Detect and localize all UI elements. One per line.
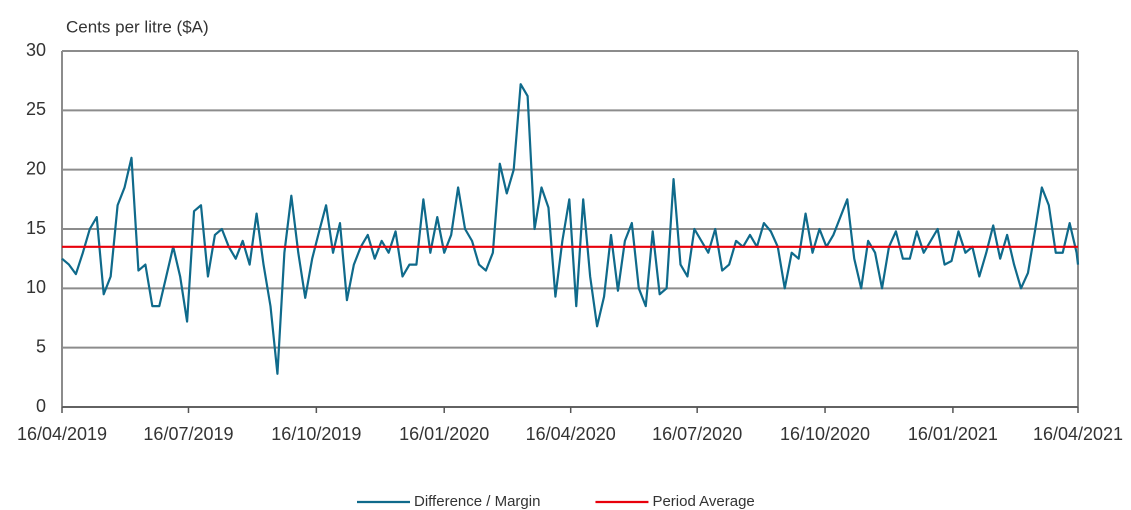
y-tick-label: 15 — [26, 218, 46, 238]
legend-label: Period Average — [652, 493, 754, 510]
x-tick-label: 16/04/2021 — [1033, 424, 1123, 444]
x-tick-label: 16/04/2019 — [17, 424, 107, 444]
legend-label: Difference / Margin — [414, 493, 540, 510]
x-tick-label: 16/07/2019 — [143, 424, 233, 444]
y-axis-label: Cents per litre ($A) — [66, 17, 209, 36]
x-tick-label: 16/01/2021 — [908, 424, 998, 444]
y-tick-label: 10 — [26, 277, 46, 297]
x-tick-label: 16/10/2019 — [271, 424, 361, 444]
data-line — [61, 83, 1080, 375]
y-tick-label: 20 — [26, 158, 46, 178]
x-tick-label: 16/07/2020 — [652, 424, 742, 444]
y-tick-label: 5 — [36, 336, 46, 356]
x-tick-label: 16/04/2020 — [526, 424, 616, 444]
y-tick-label: 0 — [36, 396, 46, 416]
y-tick-label: 25 — [26, 99, 46, 119]
y-tick-label: 30 — [26, 40, 46, 60]
x-tick-label: 16/10/2020 — [780, 424, 870, 444]
x-tick-label: 16/01/2020 — [399, 424, 489, 444]
